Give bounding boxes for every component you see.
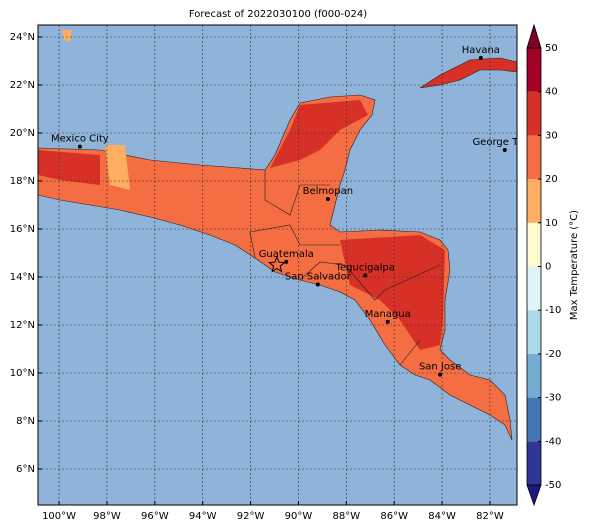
map-frame bbox=[37, 24, 518, 506]
colorbar-bin bbox=[527, 179, 541, 223]
city-label: San Salvador bbox=[285, 271, 352, 282]
city-label: Belmopan bbox=[303, 186, 353, 197]
city-label: Havana bbox=[462, 45, 500, 56]
y-tick-label: 10°N bbox=[10, 368, 35, 379]
colorbar-extend-under bbox=[526, 484, 542, 507]
y-tick-label: 12°N bbox=[10, 320, 35, 331]
city-dot bbox=[385, 319, 390, 324]
colorbar-bin bbox=[527, 397, 541, 442]
map-title: Forecast of 2022030100 (f000-024) bbox=[189, 9, 367, 20]
x-tick-label: 84°W bbox=[428, 511, 456, 522]
x-tick-label: 94°W bbox=[189, 511, 217, 522]
city-dot bbox=[438, 372, 443, 377]
colorbar-tick-label: 40 bbox=[545, 87, 558, 98]
city-dot bbox=[478, 55, 483, 60]
y-tick-label: 16°N bbox=[10, 224, 35, 235]
colorbar-tick-label: 30 bbox=[545, 130, 558, 141]
colorbar-tick-label: -50 bbox=[545, 480, 561, 491]
map-area: Mexico City Havana George Town Belmopan Guat… bbox=[38, 25, 537, 505]
land-mainland bbox=[38, 94, 513, 441]
city-label: Mexico City bbox=[51, 134, 109, 145]
warm-zone bbox=[105, 145, 130, 190]
cities: Mexico City Havana George Town Belmopan Guat… bbox=[51, 45, 537, 377]
city-dot bbox=[315, 282, 320, 287]
colorbar-bin bbox=[527, 441, 541, 485]
y-tick-label: 18°N bbox=[10, 176, 35, 187]
x-tick-label: 86°W bbox=[380, 511, 408, 522]
city-label: Guatemala bbox=[259, 249, 314, 260]
city-dot bbox=[502, 148, 507, 153]
colorbar-bin bbox=[527, 135, 541, 180]
warm-zone bbox=[62, 30, 72, 42]
x-tick-label: 100°W bbox=[42, 511, 76, 522]
x-tick-label: 90°W bbox=[285, 511, 313, 522]
y-tick-label: 6°N bbox=[16, 464, 35, 475]
colorbar-bin bbox=[527, 353, 541, 398]
x-tick-label: 88°W bbox=[333, 511, 361, 522]
x-tick-label: 96°W bbox=[141, 511, 169, 522]
grid bbox=[38, 25, 517, 505]
y-tick-label: 20°N bbox=[10, 128, 35, 139]
colorbar-tick-label: 10 bbox=[545, 218, 558, 229]
colorbar-tick-label: -10 bbox=[545, 305, 561, 316]
borders bbox=[249, 170, 441, 366]
axes: 100°W 98°W 96°W 94°W 92°W 90°W 88°W 86°W 84°W 82°… bbox=[10, 32, 504, 522]
x-tick-label: 92°W bbox=[237, 511, 265, 522]
city-label: Managua bbox=[365, 309, 411, 320]
colorbar-extend-over bbox=[526, 23, 542, 49]
city-label: San Jose bbox=[419, 362, 461, 373]
colorbar-tick-label: -40 bbox=[545, 436, 561, 447]
colorbar-tick-label: 20 bbox=[545, 174, 558, 185]
hot-zone bbox=[270, 100, 368, 168]
colorbar-label: Max Temperature (°C) bbox=[569, 210, 580, 320]
colorbar-bin bbox=[527, 48, 541, 92]
y-tick-label: 14°N bbox=[10, 272, 35, 283]
star-marker bbox=[268, 255, 286, 273]
colorbar-bin bbox=[527, 310, 541, 354]
y-tick-label: 24°N bbox=[10, 32, 35, 43]
city-dot bbox=[284, 259, 289, 264]
hot-zone bbox=[340, 235, 445, 350]
land-cuba bbox=[419, 57, 517, 89]
y-tick-label: 8°N bbox=[16, 416, 35, 427]
hot-zone bbox=[38, 150, 100, 185]
colorbar-tick-label: -20 bbox=[545, 349, 561, 360]
colorbar-tick-label: 50 bbox=[545, 43, 558, 54]
colorbar-tick-label: -30 bbox=[545, 393, 561, 404]
city-label: Tegucigalpa bbox=[335, 262, 395, 273]
colorbar-tick-label: 0 bbox=[545, 262, 551, 273]
colorbar-bin bbox=[527, 266, 541, 311]
colorbar-bin bbox=[527, 222, 541, 267]
y-tick-label: 22°N bbox=[10, 80, 35, 91]
colorbar-bin bbox=[527, 91, 541, 136]
city-dot bbox=[363, 273, 368, 278]
city-dot bbox=[77, 144, 82, 149]
x-tick-label: 82°W bbox=[476, 511, 504, 522]
city-dot bbox=[325, 197, 330, 201]
x-tick-label: 98°W bbox=[93, 511, 121, 522]
colorbar: -50 -40 -30 -20 -10 0 10 20 30 40 50 bbox=[526, 23, 561, 507]
city-label: George Town bbox=[472, 137, 537, 148]
